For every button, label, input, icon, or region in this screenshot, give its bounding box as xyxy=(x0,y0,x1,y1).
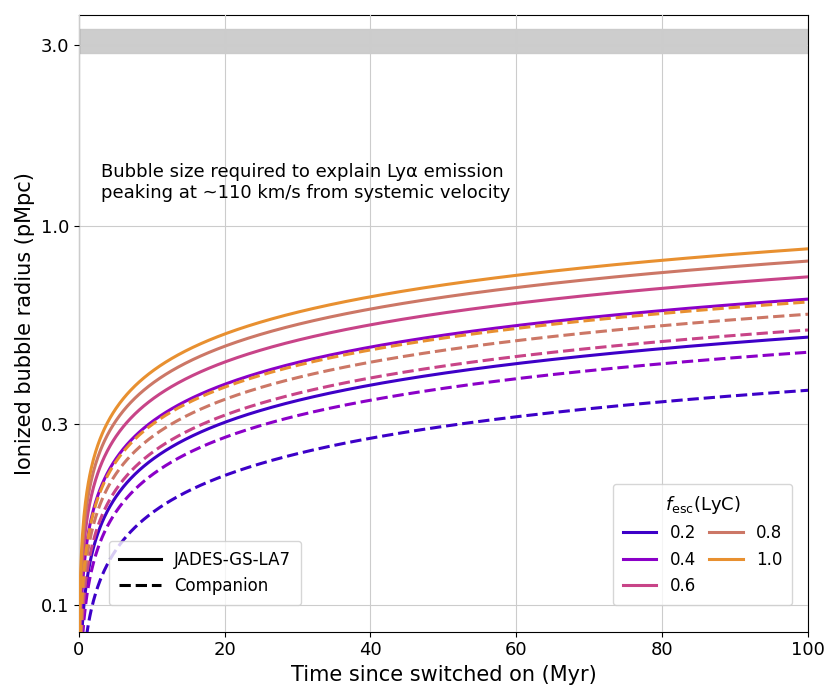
Legend: 0.2, 0.4, 0.6, 0.8, 1.0: 0.2, 0.4, 0.6, 0.8, 1.0 xyxy=(613,484,792,605)
X-axis label: Time since switched on (Myr): Time since switched on (Myr) xyxy=(291,665,596,685)
Bar xyxy=(79,29,808,53)
Y-axis label: Ionized bubble radius (pMpc): Ionized bubble radius (pMpc) xyxy=(15,172,35,475)
Text: Bubble size required to explain Lyα emission
peaking at ~110 km/s from systemic : Bubble size required to explain Lyα emis… xyxy=(101,163,510,202)
